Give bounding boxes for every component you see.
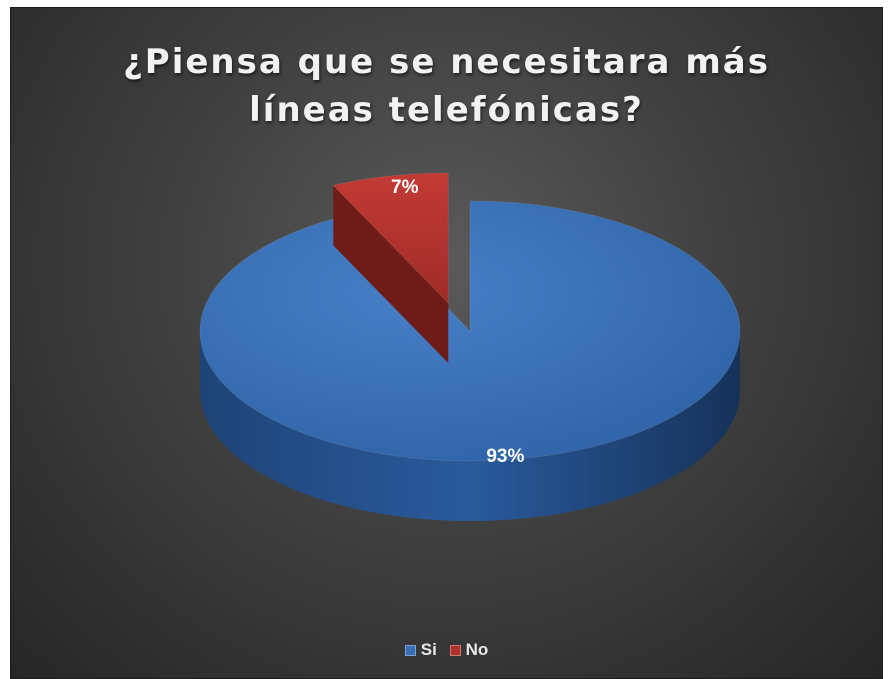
slice-side-si <box>200 331 740 521</box>
data-label-no: 7% <box>391 177 419 198</box>
chart-area: ¿Piensa que se necesitara más líneas tel… <box>10 7 883 679</box>
legend-swatch-si <box>404 644 416 656</box>
legend-item-si: Si <box>404 640 437 660</box>
legend-swatch-no <box>449 644 461 656</box>
legend: Si No <box>11 640 882 661</box>
data-label-si: 93% <box>486 446 524 467</box>
slice-face-no <box>333 185 449 363</box>
chart-title: ¿Piensa que se necesitara más líneas tel… <box>123 42 770 130</box>
pie-chart: 93% 7% <box>199 172 741 521</box>
slice-top-no <box>332 172 449 305</box>
slice-top-si <box>199 200 741 462</box>
legend-item-no: No <box>449 640 489 660</box>
legend-label-si: Si <box>420 640 437 659</box>
legend-label-no: No <box>465 640 489 659</box>
